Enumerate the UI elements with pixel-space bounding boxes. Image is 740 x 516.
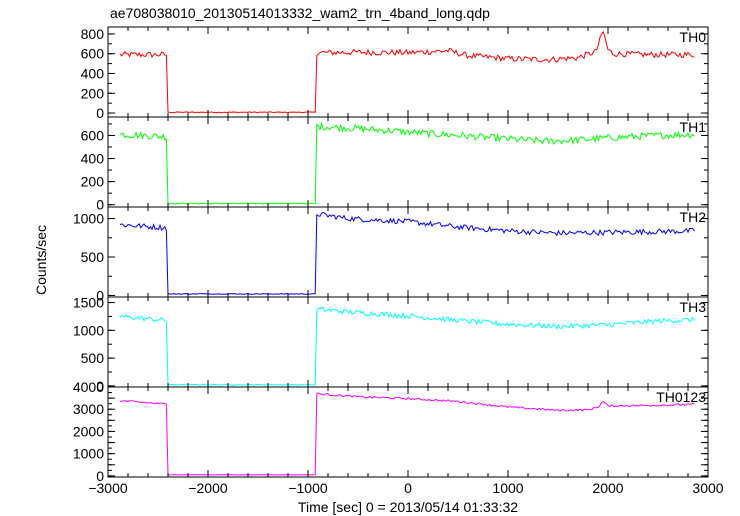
- y-tick-label: 400: [81, 151, 105, 167]
- y-tick-label: 0: [96, 468, 104, 484]
- y-tick-label: 1000: [73, 446, 104, 462]
- y-tick-label: 500: [81, 249, 105, 265]
- series-line-th1: [119, 121, 695, 205]
- y-tick-label: 0: [96, 105, 104, 121]
- y-tick-label: 0: [96, 197, 104, 213]
- x-tick-label: −1000: [288, 480, 328, 496]
- y-tick-label: 600: [81, 127, 105, 143]
- y-tick-label: 200: [81, 174, 105, 190]
- y-tick-label: 200: [81, 85, 105, 101]
- panel-label: TH1: [680, 119, 707, 135]
- y-tick-label: 1000: [73, 322, 104, 338]
- series-line-th3: [119, 306, 695, 386]
- x-axis-label: Time [sec] 0 = 2013/05/14 01:33:32: [298, 499, 518, 515]
- panel-frame: [107, 296, 709, 388]
- chart-title: ae708038010_20130514013332_wam2_trn_4ban…: [110, 5, 490, 21]
- panel-label: TH2: [680, 209, 707, 225]
- series-line-th0: [119, 30, 695, 114]
- panel-frame: [107, 26, 709, 118]
- panel-th0123: 0 1000 2000 3000 TH0123: [73, 386, 709, 484]
- y-tick-label: 4000: [73, 379, 104, 395]
- y-axis-label: Counts/sec: [33, 225, 49, 295]
- y-tick-label: 0: [96, 378, 104, 394]
- panel-frame: [107, 206, 709, 298]
- panel-th3: 0 500 1000 1500 TH3: [73, 295, 709, 394]
- y-tick-label: 0: [96, 287, 104, 303]
- y-tick-label: 3000: [73, 401, 104, 417]
- y-tick-label: 600: [81, 46, 105, 62]
- x-tick-label: 0: [404, 480, 412, 496]
- y-tick-label: 400: [81, 65, 105, 81]
- panel-label: TH3: [680, 299, 707, 315]
- y-tick-label: 1500: [73, 295, 104, 311]
- y-tick-label: 500: [81, 350, 105, 366]
- panel-label: TH0123: [656, 389, 706, 405]
- panel-label: TH0: [680, 29, 707, 45]
- panel-th2: 0 500 1000 TH2: [73, 206, 709, 303]
- x-tick-label: 1000: [492, 480, 523, 496]
- series-line-th0123: [119, 392, 695, 476]
- panel-th1: 0 200 400 600 TH1: [81, 116, 709, 213]
- panel-th0: 0 200 400 600 800 TH0: [81, 26, 709, 121]
- x-tick-label: 3000: [692, 480, 723, 496]
- x-tick-label: −2000: [188, 480, 228, 496]
- y-tick-label: 2000: [73, 423, 104, 439]
- panels: 0 200 400 600 800 TH0 0 200 400 600 TH1 0 500 1000 TH2…: [73, 26, 724, 496]
- panel-frame: [107, 386, 709, 478]
- x-tick-label: −3000: [88, 480, 128, 496]
- x-tick-label: 2000: [592, 480, 623, 496]
- y-tick-label: 1000: [73, 211, 104, 227]
- y-tick-label: 800: [81, 26, 105, 42]
- series-line-th2: [119, 211, 695, 295]
